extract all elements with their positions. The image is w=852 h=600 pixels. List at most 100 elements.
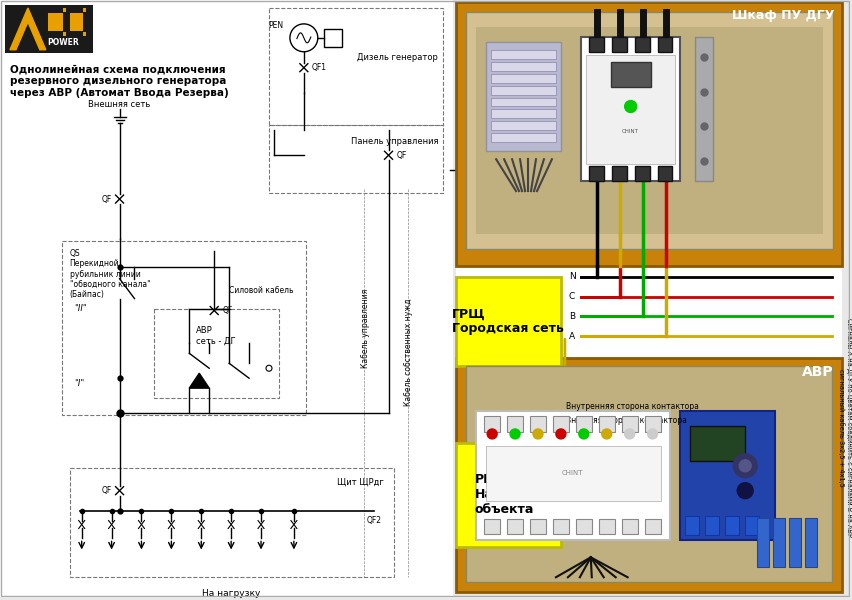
Circle shape bbox=[624, 101, 636, 112]
FancyBboxPatch shape bbox=[580, 37, 680, 181]
Text: АВР: АВР bbox=[802, 365, 833, 379]
FancyBboxPatch shape bbox=[456, 266, 841, 395]
Circle shape bbox=[733, 454, 757, 478]
Circle shape bbox=[647, 429, 657, 439]
FancyBboxPatch shape bbox=[657, 166, 671, 181]
FancyBboxPatch shape bbox=[475, 411, 670, 541]
FancyBboxPatch shape bbox=[466, 366, 831, 582]
Circle shape bbox=[579, 429, 588, 439]
FancyBboxPatch shape bbox=[598, 416, 614, 432]
FancyBboxPatch shape bbox=[506, 416, 522, 432]
FancyBboxPatch shape bbox=[552, 416, 568, 432]
FancyBboxPatch shape bbox=[491, 121, 556, 130]
Text: QF: QF bbox=[222, 306, 232, 315]
FancyBboxPatch shape bbox=[634, 37, 649, 52]
FancyBboxPatch shape bbox=[745, 515, 758, 535]
Circle shape bbox=[739, 460, 751, 472]
FancyBboxPatch shape bbox=[48, 31, 63, 36]
FancyBboxPatch shape bbox=[621, 518, 636, 535]
FancyBboxPatch shape bbox=[466, 12, 832, 249]
FancyBboxPatch shape bbox=[70, 31, 83, 36]
Text: ГРЩ
Городская сеть: ГРЩ Городская сеть bbox=[452, 307, 563, 335]
Text: N: N bbox=[568, 272, 575, 281]
FancyBboxPatch shape bbox=[621, 416, 636, 432]
FancyBboxPatch shape bbox=[475, 27, 822, 234]
FancyBboxPatch shape bbox=[452, 0, 849, 597]
FancyBboxPatch shape bbox=[70, 8, 83, 13]
Text: Силовой кабель: Силовой кабель bbox=[229, 286, 293, 295]
Text: АВР
сеть - ДГ: АВР сеть - ДГ bbox=[196, 326, 236, 346]
FancyBboxPatch shape bbox=[611, 37, 626, 52]
FancyBboxPatch shape bbox=[610, 62, 650, 86]
FancyBboxPatch shape bbox=[585, 55, 675, 164]
FancyBboxPatch shape bbox=[506, 518, 522, 535]
FancyBboxPatch shape bbox=[484, 518, 499, 535]
FancyBboxPatch shape bbox=[48, 8, 63, 13]
Text: QF: QF bbox=[101, 486, 112, 495]
FancyBboxPatch shape bbox=[657, 37, 671, 52]
FancyBboxPatch shape bbox=[772, 518, 784, 568]
FancyBboxPatch shape bbox=[588, 166, 603, 181]
Text: Панель управления: Панель управления bbox=[350, 137, 438, 146]
Text: CHINT: CHINT bbox=[621, 129, 638, 134]
FancyBboxPatch shape bbox=[680, 411, 774, 541]
FancyBboxPatch shape bbox=[63, 12, 67, 32]
Text: QF2: QF2 bbox=[366, 516, 381, 525]
Text: C: C bbox=[568, 292, 574, 301]
FancyBboxPatch shape bbox=[575, 518, 591, 535]
FancyBboxPatch shape bbox=[644, 518, 659, 535]
FancyBboxPatch shape bbox=[5, 5, 93, 53]
Circle shape bbox=[532, 429, 543, 439]
FancyBboxPatch shape bbox=[0, 0, 452, 597]
FancyBboxPatch shape bbox=[491, 98, 556, 106]
FancyBboxPatch shape bbox=[552, 518, 568, 535]
FancyBboxPatch shape bbox=[491, 50, 556, 59]
FancyBboxPatch shape bbox=[588, 37, 603, 52]
Text: Щит ЩРдг: Щит ЩРдг bbox=[337, 478, 383, 487]
Circle shape bbox=[509, 429, 520, 439]
Circle shape bbox=[736, 483, 752, 499]
FancyBboxPatch shape bbox=[611, 166, 626, 181]
FancyBboxPatch shape bbox=[491, 133, 556, 142]
FancyBboxPatch shape bbox=[70, 8, 85, 36]
Text: Кабель собственных нужд: Кабель собственных нужд bbox=[404, 299, 412, 406]
Text: QS
Перекидной
рубильник линии
"обводного канала"
(Байпас): QS Перекидной рубильник линии "обводного… bbox=[70, 249, 150, 299]
Circle shape bbox=[624, 429, 634, 439]
FancyBboxPatch shape bbox=[804, 518, 816, 568]
Circle shape bbox=[486, 429, 497, 439]
Text: Внешняя сеть: Внешняя сеть bbox=[89, 100, 151, 109]
Text: QF: QF bbox=[396, 151, 406, 160]
Polygon shape bbox=[10, 8, 46, 50]
FancyBboxPatch shape bbox=[694, 37, 712, 181]
FancyBboxPatch shape bbox=[456, 277, 561, 366]
FancyBboxPatch shape bbox=[788, 518, 800, 568]
Text: A: A bbox=[568, 332, 574, 341]
Polygon shape bbox=[189, 373, 209, 388]
FancyBboxPatch shape bbox=[83, 12, 88, 32]
FancyBboxPatch shape bbox=[491, 74, 556, 83]
FancyBboxPatch shape bbox=[529, 518, 545, 535]
FancyBboxPatch shape bbox=[456, 443, 561, 547]
Text: Шкаф ПУ ДГУ: Шкаф ПУ ДГУ bbox=[731, 10, 833, 22]
FancyBboxPatch shape bbox=[724, 515, 739, 535]
FancyBboxPatch shape bbox=[484, 416, 499, 432]
Text: CHINT: CHINT bbox=[561, 470, 583, 476]
Text: "II": "II" bbox=[73, 304, 86, 313]
FancyBboxPatch shape bbox=[689, 426, 745, 461]
FancyBboxPatch shape bbox=[456, 358, 841, 592]
Text: PEN: PEN bbox=[268, 22, 283, 31]
Circle shape bbox=[601, 429, 611, 439]
Text: POWER: POWER bbox=[47, 38, 78, 47]
Text: "I": "I" bbox=[73, 379, 83, 388]
Text: Дизель генератор: Дизель генератор bbox=[357, 53, 438, 62]
Text: B: B bbox=[568, 312, 574, 321]
FancyBboxPatch shape bbox=[757, 518, 769, 568]
FancyBboxPatch shape bbox=[598, 518, 614, 535]
Text: Внешняя сторона контактора: Внешняя сторона контактора bbox=[565, 416, 686, 425]
Text: Кабель управления: Кабель управления bbox=[360, 289, 370, 368]
FancyBboxPatch shape bbox=[644, 416, 659, 432]
FancyBboxPatch shape bbox=[685, 515, 699, 535]
FancyBboxPatch shape bbox=[491, 86, 556, 95]
FancyBboxPatch shape bbox=[456, 2, 841, 266]
Text: Внутренняя сторона контактора: Внутренняя сторона контактора bbox=[565, 401, 698, 410]
